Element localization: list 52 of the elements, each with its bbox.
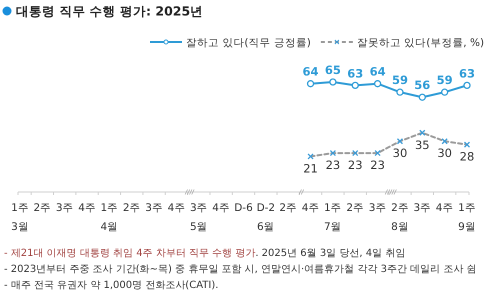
x-tick-label: 4주 xyxy=(78,202,96,214)
x-tick-label: 2주 xyxy=(122,202,141,214)
x-tick-label: 2주 8월 xyxy=(391,202,409,233)
x-tick-label: 3주 xyxy=(368,202,386,214)
x-tick-label: 1주 3월 xyxy=(11,202,29,233)
data-label: 64 xyxy=(370,64,386,79)
data-label: 64 xyxy=(302,64,319,79)
chart-title: 대통령 직무 수행 평가: 2025년 xyxy=(16,4,204,18)
data-label: 63 xyxy=(347,66,364,80)
x-tick-label: 2주 xyxy=(34,202,52,214)
data-label: 59 xyxy=(392,73,408,88)
point xyxy=(352,82,359,90)
text: . 2025년 6월 3일 당선, 4일 취임 xyxy=(255,248,406,259)
data-label: 35 xyxy=(414,138,430,152)
x-tick-label: D-2 6월 xyxy=(256,202,276,233)
data-label: 59 xyxy=(436,73,453,88)
x-tick-label: 3주 xyxy=(145,202,163,214)
text: - 2023년부터 주중 조사 기간(화~목) 중 휴무일 포함 시, 연말연시·여름휴가철 각각 3주간 데일리 조사 쉼 xyxy=(4,264,476,275)
x-tick-label: 4주 xyxy=(212,202,230,214)
point xyxy=(306,80,314,88)
x-tick-label: 1주 7월 xyxy=(324,202,342,233)
data-label: 30 xyxy=(437,146,452,160)
data-label: 63 xyxy=(458,66,476,80)
x-tick-label: 2주 xyxy=(279,202,298,214)
x-tick-label: 1주 9월 xyxy=(458,202,476,233)
data-label: 23 xyxy=(348,158,363,172)
text: - 제21대 이재명 대통령 취임 4주 차부터 직무 수행 평가 xyxy=(4,248,256,259)
data-label: 65 xyxy=(324,63,341,77)
point xyxy=(374,80,382,88)
data-label: 28 xyxy=(460,150,474,164)
data-label: 56 xyxy=(414,78,430,92)
point xyxy=(441,88,448,96)
x-tick-label: 2주 xyxy=(346,202,364,214)
x-tick-label: 3주 xyxy=(413,202,432,214)
data-label: 30 xyxy=(392,146,408,160)
x-tick-label: 4주 xyxy=(302,202,320,214)
data-label: 23 xyxy=(370,158,385,172)
legend-label: 잘못하고 있다(부정률, %) xyxy=(356,37,484,49)
x-tick-label: 3주 xyxy=(56,202,74,214)
x-tick-label: 3주 5월 xyxy=(190,202,208,233)
data-label: 21 xyxy=(303,161,318,176)
point xyxy=(329,78,337,86)
x-tick-label: 4주 xyxy=(168,202,186,214)
text: - 매주 전국 유권자 약 1,000명 전화조사(CATI). xyxy=(4,280,218,291)
point xyxy=(463,82,471,90)
point xyxy=(396,88,404,96)
x-tick-label: 4주 xyxy=(436,202,454,214)
point xyxy=(418,94,426,101)
x-tick-label: D-6 xyxy=(234,202,254,214)
data-label: 23 xyxy=(326,158,340,172)
legend-label: 잘하고 있다(직무 긍정률) xyxy=(186,37,311,49)
x-tick-label: 1주 4월 xyxy=(100,202,118,233)
